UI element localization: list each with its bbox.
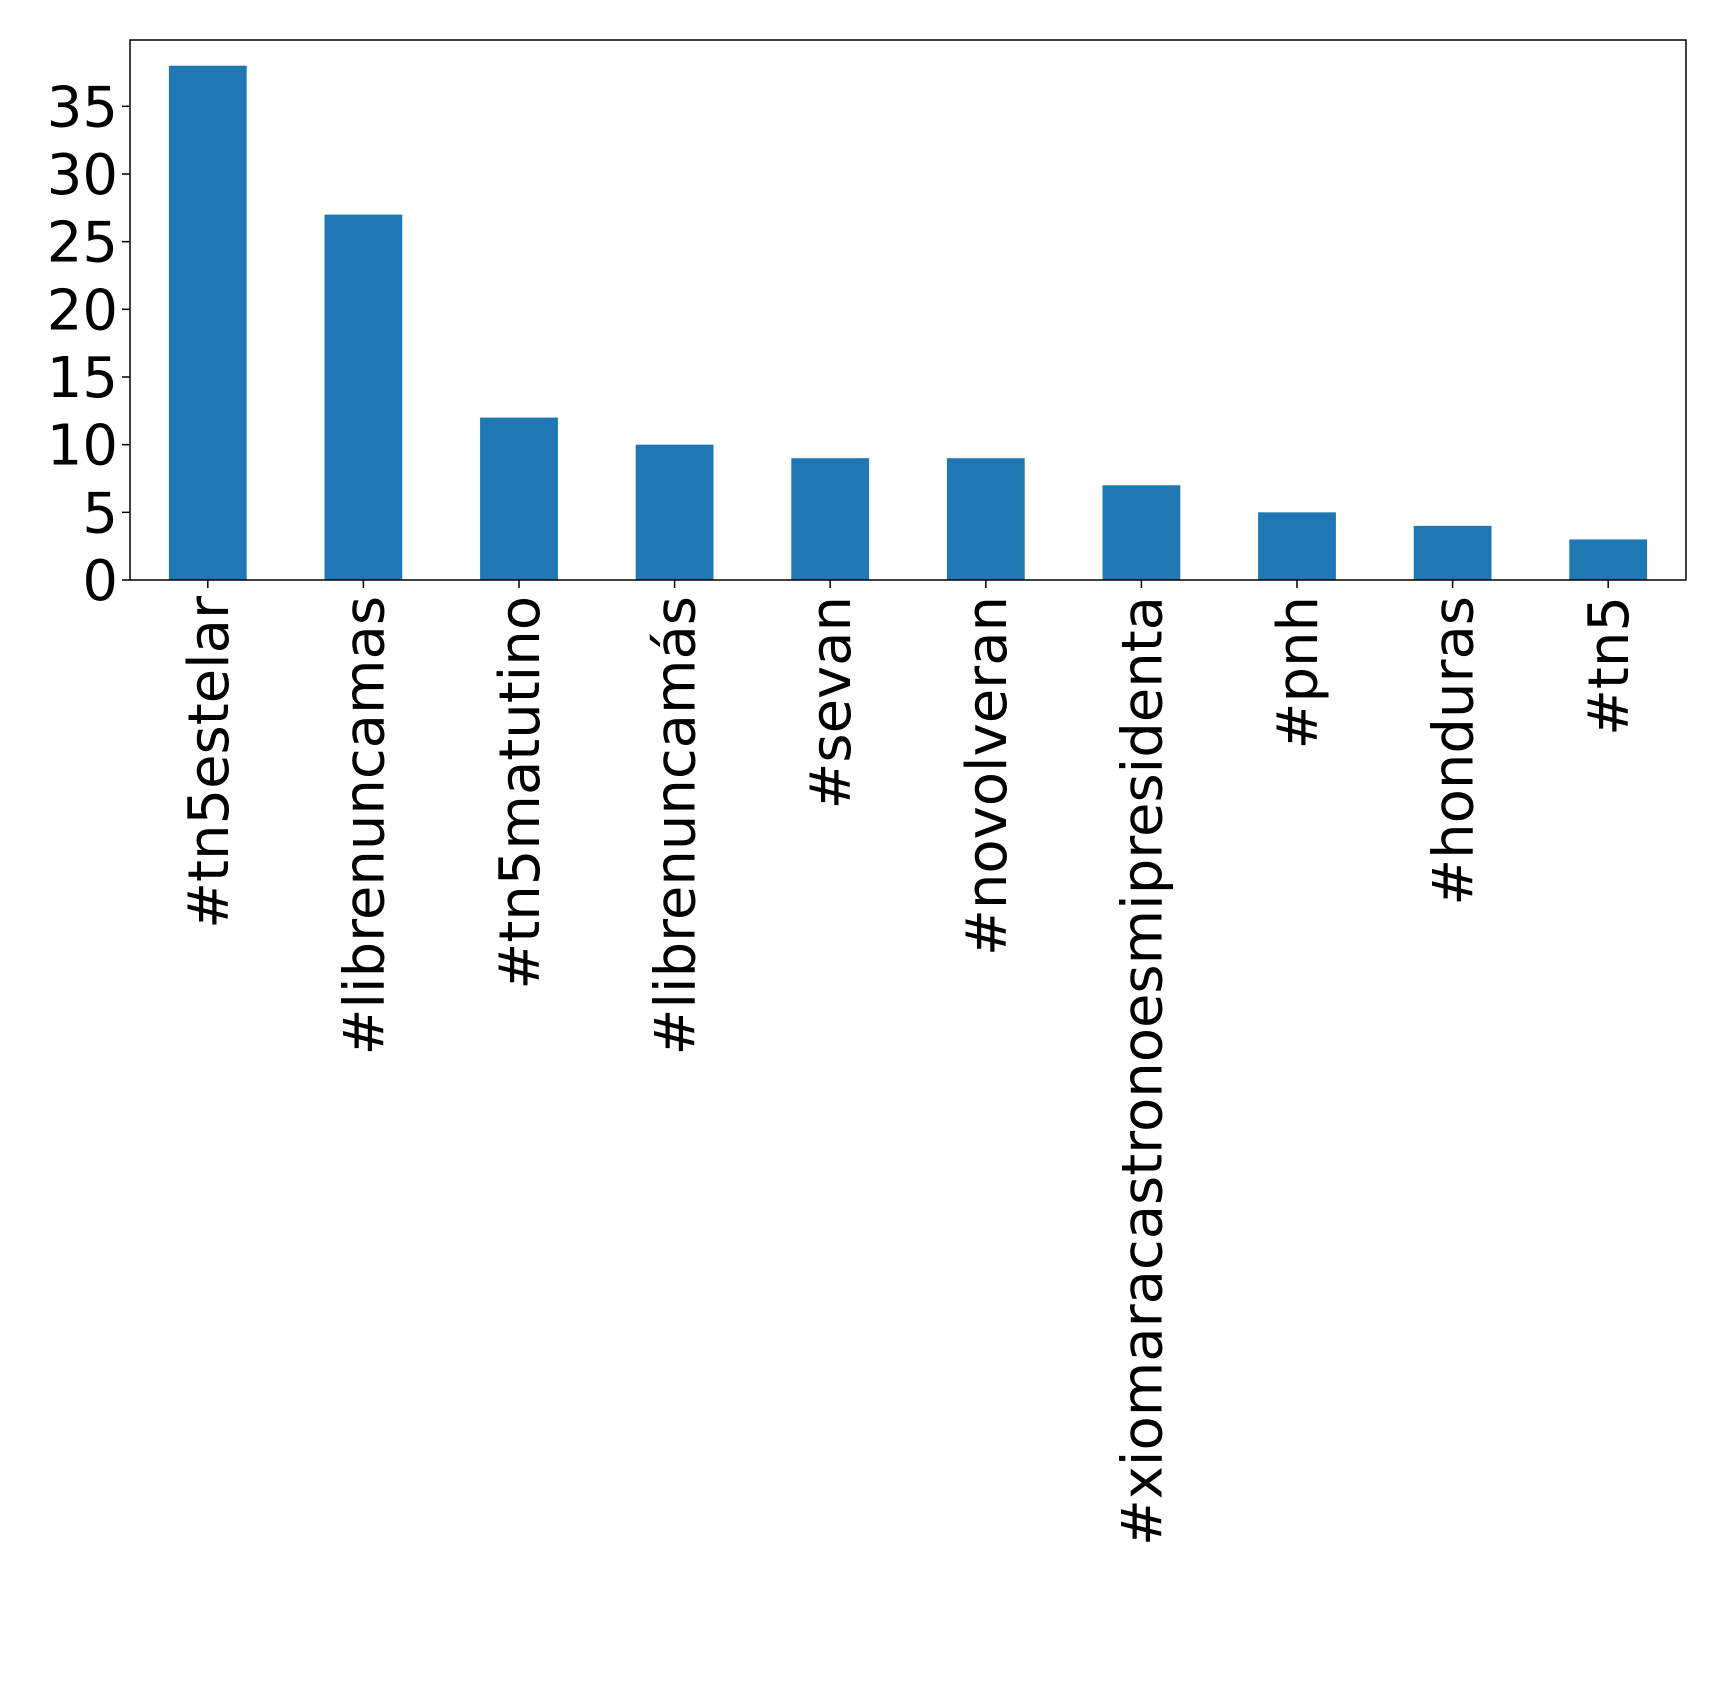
y-tick-label: 25 (47, 211, 118, 276)
y-tick-label: 0 (82, 549, 118, 614)
x-tick-label: #pnh (1266, 596, 1331, 749)
bar-7 (1258, 512, 1336, 580)
y-tick-label: 30 (47, 143, 118, 208)
bar-1 (324, 214, 403, 580)
y-tick-label: 5 (82, 481, 118, 546)
bar-3 (635, 444, 714, 580)
x-tick-label: #xiomaracastronoesmipresidenta (1110, 596, 1175, 1546)
y-tick-label: 15 (47, 346, 118, 411)
x-tick-label: #librenuncamás (644, 596, 709, 1055)
bar-2 (480, 417, 558, 580)
plot-frame (129, 39, 1687, 581)
y-tick-label: 20 (47, 278, 118, 343)
bar-4 (791, 458, 870, 580)
x-tick-label: #tn5matutino (488, 596, 553, 990)
x-axis: #tn5estelar #librenuncamas #tn5matutino #li… (177, 580, 1642, 1546)
x-tick-label: #tn5estelar (177, 595, 242, 929)
x-tick-label: #sevan (799, 596, 864, 810)
bar-5 (946, 458, 1025, 580)
x-tick-label: #tn5 (1577, 596, 1642, 736)
bar-9 (1569, 539, 1648, 580)
x-tick-label: #librenuncamas (332, 596, 397, 1055)
bars-layer (168, 65, 1648, 580)
bar-6 (1102, 485, 1181, 580)
y-tick-label: 10 (47, 414, 118, 479)
y-tick-label: 35 (47, 75, 118, 140)
x-tick-label: #honduras (1422, 596, 1487, 906)
x-tick-label: #novolveran (955, 596, 1020, 956)
bar-0 (168, 65, 247, 580)
bar-8 (1413, 525, 1492, 580)
